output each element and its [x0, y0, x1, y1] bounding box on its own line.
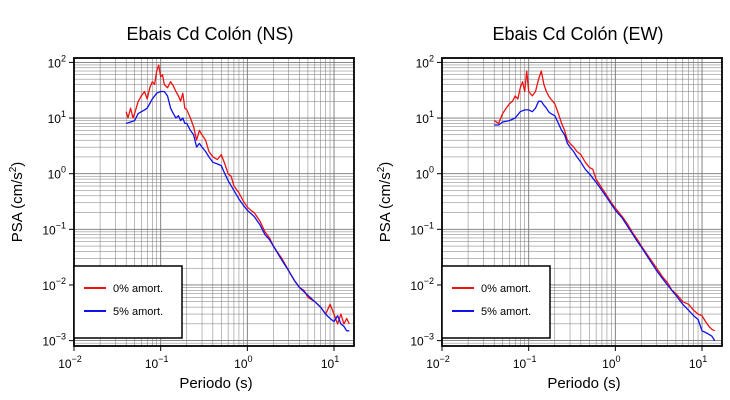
x-axis-label: Periodo (s) — [179, 375, 252, 392]
tick-exponent: 1 — [429, 109, 434, 119]
tick-base: 10 — [48, 56, 62, 70]
y-axis-label: PSA (cm/s2) — [8, 162, 26, 243]
series-line-damped — [126, 90, 350, 332]
series-line-undamped — [125, 64, 350, 325]
y-tick-label: 101 — [416, 109, 434, 126]
y-tick-label: 100 — [416, 165, 434, 182]
tick-exponent: −2 — [424, 276, 434, 286]
tick-base: 10 — [145, 357, 159, 371]
tick-base: 10 — [42, 279, 56, 293]
chart-panel-ns: Ebais Cd Colón (NS)10−2 10−1 100 1011021011… — [8, 24, 355, 392]
tick-base: 10 — [410, 335, 424, 349]
tick-base: 10 — [410, 223, 424, 237]
tick-base: 10 — [42, 335, 56, 349]
y-tick-label: 100 — [48, 165, 66, 182]
tick-exponent: −1 — [526, 354, 536, 364]
tick-base: 10 — [416, 112, 430, 126]
y-tick-label: 102 — [48, 53, 66, 70]
y-label-superscript: 2 — [376, 166, 387, 172]
y-tick-label: 102 — [416, 53, 434, 70]
tick-exponent: −1 — [56, 220, 66, 230]
x-tick-label: 100 — [234, 354, 252, 371]
tick-base: 10 — [48, 168, 62, 182]
tick-exponent: 0 — [61, 165, 66, 175]
tick-exponent: 0 — [248, 354, 253, 364]
chart-panel-ew: Ebais Cd Colón (EW)10−2 10−1 100 1011021011… — [376, 24, 723, 392]
legend: 0% amort. 5% amort. — [73, 265, 183, 339]
tick-exponent: −3 — [56, 332, 66, 342]
y-tick-label: 101 — [48, 109, 66, 126]
y-label-end: ) — [9, 162, 26, 167]
tick-base: 10 — [513, 357, 527, 371]
x-tick-label: 101 — [321, 354, 339, 371]
plot-frame — [73, 57, 355, 347]
y-label-base: PSA (cm/s — [9, 172, 26, 242]
tick-exponent: −2 — [440, 354, 450, 364]
plot-frame — [441, 57, 723, 347]
chart-title: Ebais Cd Colón (NS) — [126, 24, 293, 44]
tick-base: 10 — [426, 357, 440, 371]
tick-exponent: 1 — [702, 354, 707, 364]
tick-exponent: 2 — [61, 53, 66, 63]
tick-base: 10 — [48, 112, 62, 126]
y-axis-label: PSA (cm/s2) — [376, 162, 394, 243]
tick-base: 10 — [42, 223, 56, 237]
tick-exponent: 1 — [61, 109, 66, 119]
legend-label: 0% amort. — [113, 283, 163, 295]
legend-box — [441, 265, 551, 339]
y-label-superscript: 2 — [8, 166, 19, 172]
y-tick-label: 10−1 — [42, 220, 66, 237]
y-tick-label: 10−3 — [42, 332, 66, 349]
y-label-base: PSA (cm/s — [377, 172, 394, 242]
y-tick-label: 10−3 — [410, 332, 434, 349]
y-tick-label: 10−2 — [410, 276, 434, 293]
tick-exponent: −1 — [424, 220, 434, 230]
tick-base: 10 — [689, 357, 703, 371]
tick-base: 10 — [58, 357, 72, 371]
grid-lines — [441, 58, 722, 347]
tick-base: 10 — [234, 357, 248, 371]
tick-exponent: 0 — [616, 354, 621, 364]
legend-label: 0% amort. — [481, 283, 531, 295]
tick-exponent: −3 — [424, 332, 434, 342]
series-line-damped — [494, 100, 716, 341]
x-tick-label: 10−1 — [145, 354, 169, 371]
tick-exponent: −1 — [158, 354, 168, 364]
tick-exponent: −2 — [56, 276, 66, 286]
tick-base: 10 — [416, 168, 430, 182]
legend-label: 5% amort. — [481, 306, 531, 318]
y-label-end: ) — [377, 162, 394, 167]
tick-base: 10 — [321, 357, 335, 371]
legend-label: 5% amort. — [113, 306, 163, 318]
tick-base: 10 — [416, 56, 430, 70]
x-tick-label: 100 — [602, 354, 620, 371]
tick-exponent: −2 — [72, 354, 82, 364]
x-tick-label: 10−2 — [426, 354, 450, 371]
x-tick-label: 10−2 — [58, 354, 82, 371]
y-tick-label: 10−1 — [410, 220, 434, 237]
legend-box — [73, 265, 183, 339]
x-tick-label: 101 — [689, 354, 707, 371]
x-tick-label: 10−1 — [513, 354, 537, 371]
y-tick-label: 10−2 — [42, 276, 66, 293]
tick-exponent: 2 — [429, 53, 434, 63]
tick-exponent: 0 — [429, 165, 434, 175]
tick-exponent: 1 — [334, 354, 339, 364]
tick-base: 10 — [410, 279, 424, 293]
tick-base: 10 — [602, 357, 616, 371]
chart-title: Ebais Cd Colón (EW) — [492, 24, 663, 44]
x-axis-label: Periodo (s) — [547, 375, 620, 392]
legend: 0% amort. 5% amort. — [441, 265, 551, 339]
